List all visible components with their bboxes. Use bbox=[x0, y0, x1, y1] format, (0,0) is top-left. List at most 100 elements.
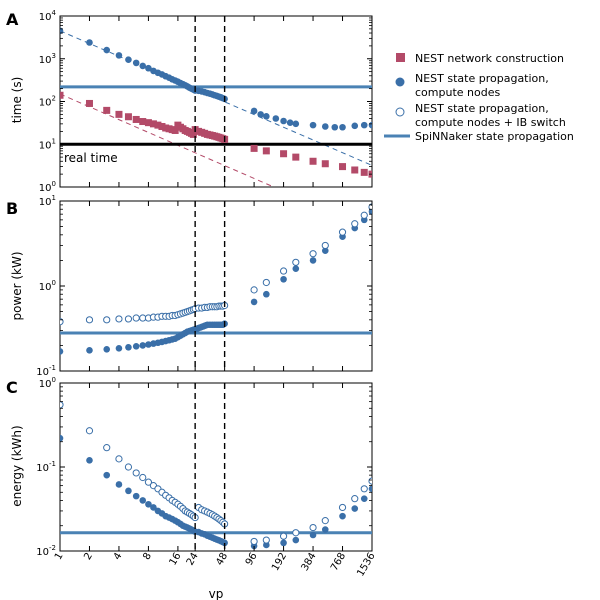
point-construction bbox=[115, 110, 123, 118]
point-state-propagation-ib bbox=[292, 258, 300, 266]
point-state-propagation-ib bbox=[279, 267, 288, 275]
point-state-propagation bbox=[360, 495, 368, 502]
x-tick-label: 192 bbox=[270, 551, 289, 573]
x-tick-label: 1536 bbox=[355, 551, 377, 579]
x-tick-label: 16 bbox=[168, 551, 184, 568]
legend-marker-construction bbox=[396, 53, 405, 62]
point-state-propagation bbox=[321, 123, 329, 130]
point-construction bbox=[262, 147, 270, 155]
point-state-propagation bbox=[309, 257, 317, 264]
y-axis-label-power: power (kW) bbox=[10, 251, 24, 320]
point-state-propagation bbox=[115, 344, 123, 352]
point-state-propagation-ib bbox=[360, 211, 368, 219]
point-state-propagation bbox=[60, 348, 64, 355]
point-construction bbox=[360, 168, 368, 176]
point-state-propagation bbox=[272, 115, 280, 122]
point-state-propagation bbox=[360, 121, 368, 129]
point-state-propagation bbox=[368, 485, 372, 493]
point-state-propagation-ib bbox=[103, 316, 111, 324]
panel-a-time: 100 101 102 103 104 bbox=[39, 9, 373, 194]
legend-label-construction: NEST network construction bbox=[415, 52, 564, 65]
point-state-propagation-ib bbox=[292, 529, 300, 537]
point-construction bbox=[139, 118, 147, 126]
point-state-propagation bbox=[351, 505, 359, 512]
point-state-propagation-ib bbox=[139, 473, 147, 482]
point-state-propagation-ib bbox=[124, 315, 133, 323]
point-state-propagation bbox=[86, 39, 93, 46]
x-tick-label: 1 bbox=[53, 551, 66, 562]
point-state-propagation bbox=[309, 531, 317, 539]
legend-label-spinnaker: SpiNNaker state propagation bbox=[415, 130, 574, 143]
point-construction bbox=[321, 160, 329, 168]
point-state-propagation-ib bbox=[85, 316, 94, 324]
point-state-propagation bbox=[150, 504, 157, 511]
point-state-propagation-ib bbox=[115, 455, 123, 463]
point-state-propagation bbox=[250, 298, 258, 306]
x-tick-label: 48 bbox=[214, 551, 230, 568]
point-state-propagation-ib bbox=[124, 463, 133, 471]
point-state-propagation-ib bbox=[279, 532, 288, 540]
point-state-propagation bbox=[263, 290, 270, 298]
plot-frame-b bbox=[59, 200, 373, 372]
point-construction bbox=[339, 163, 347, 171]
point-state-propagation bbox=[280, 275, 287, 283]
point-state-propagation bbox=[321, 526, 329, 533]
point-state-propagation bbox=[368, 121, 372, 129]
point-construction bbox=[132, 115, 140, 123]
point-construction bbox=[103, 106, 111, 114]
point-state-propagation bbox=[351, 122, 359, 130]
point-construction bbox=[124, 113, 132, 121]
point-construction bbox=[309, 157, 317, 165]
legend-marker-ib bbox=[395, 107, 405, 117]
point-state-propagation-ib bbox=[60, 401, 64, 409]
point-construction bbox=[250, 144, 258, 152]
point-state-propagation bbox=[115, 481, 123, 488]
point-state-propagation bbox=[125, 344, 132, 351]
point-state-propagation bbox=[331, 123, 339, 131]
x-tick-label: 384 bbox=[300, 551, 319, 573]
point-state-propagation bbox=[139, 342, 147, 349]
point-construction bbox=[60, 91, 64, 99]
point-state-propagation-ib bbox=[351, 220, 359, 228]
plot-frame-c bbox=[59, 382, 373, 552]
legend-label-ib-line2: compute nodes + IB switch bbox=[415, 116, 566, 129]
point-state-propagation bbox=[263, 541, 270, 549]
point-state-propagation-ib bbox=[338, 503, 347, 512]
point-state-propagation bbox=[280, 539, 287, 547]
y-axis-label-energy: energy (kWh) bbox=[10, 425, 24, 506]
plot-area-c bbox=[60, 401, 372, 550]
point-state-propagation bbox=[139, 497, 147, 504]
point-state-propagation bbox=[115, 52, 123, 59]
y-tick-label-a: 103 bbox=[39, 52, 56, 66]
y-tick-label-a: 101 bbox=[39, 137, 56, 151]
point-construction bbox=[144, 119, 152, 127]
point-state-propagation-ib bbox=[321, 241, 329, 250]
point-state-propagation bbox=[339, 512, 346, 520]
y-tick-label-b: 100 bbox=[39, 279, 56, 293]
panel-label-a: A bbox=[6, 10, 19, 29]
panel-label-b: B bbox=[6, 199, 18, 218]
point-state-propagation bbox=[257, 111, 264, 118]
point-state-propagation bbox=[280, 117, 287, 125]
point-state-propagation bbox=[132, 59, 140, 67]
point-state-propagation bbox=[292, 265, 300, 272]
x-tick-label: 96 bbox=[244, 551, 260, 568]
legend-label-ib-line1: NEST state propagation, bbox=[415, 102, 549, 115]
point-state-propagation-ib bbox=[338, 228, 347, 236]
point-state-propagation bbox=[103, 471, 111, 479]
x-tick-label: 24 bbox=[185, 551, 201, 568]
point-state-propagation bbox=[145, 64, 152, 72]
point-construction bbox=[154, 121, 162, 129]
x-axis-label: vp bbox=[209, 587, 224, 600]
point-state-propagation-ib bbox=[115, 315, 123, 323]
legend-marker-state bbox=[395, 77, 405, 87]
point-construction bbox=[280, 150, 288, 158]
point-state-propagation-ib bbox=[250, 537, 258, 546]
point-state-propagation-ib bbox=[360, 485, 368, 493]
x-tick-label: 768 bbox=[329, 551, 348, 573]
panel-label-c: C bbox=[6, 378, 18, 397]
point-state-propagation bbox=[86, 347, 93, 354]
point-state-propagation bbox=[132, 492, 140, 500]
point-state-propagation bbox=[292, 536, 300, 544]
